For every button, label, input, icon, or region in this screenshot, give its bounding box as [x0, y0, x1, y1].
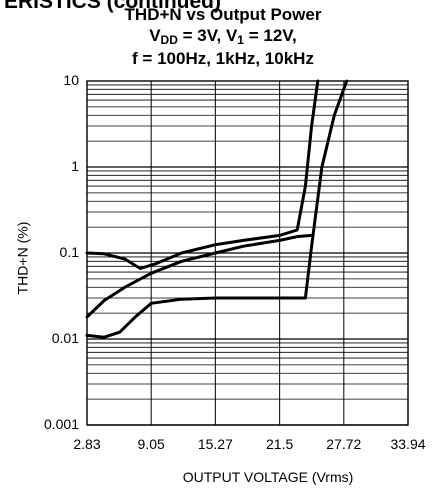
- x-tick-label: 9.05: [137, 436, 165, 452]
- series-line-1: [85, 79, 320, 270]
- series-line-3: [85, 79, 349, 339]
- chart-title-line2: VDD = 3V, V1 = 12V,: [149, 26, 297, 47]
- chart-title-line3: f = 100Hz, 1kHz, 10kHz: [132, 49, 314, 68]
- x-tick-label: 27.72: [326, 436, 362, 452]
- chart-title-line1: THD+N vs Output Power: [124, 5, 322, 24]
- x-tick-label: 21.5: [266, 436, 294, 452]
- y-tick-label: 1: [71, 158, 79, 174]
- x-tick-label: 33.94: [390, 436, 426, 452]
- y-tick-label: 10: [63, 72, 79, 88]
- y-tick-label: 0.01: [51, 330, 79, 346]
- y-tick-label: 0.001: [43, 416, 79, 432]
- x-axis-label: OUTPUT VOLTAGE (Vrms): [182, 469, 354, 485]
- page-header: ERISTICS (continued): [4, 0, 221, 13]
- x-tick-label: 15.27: [197, 436, 233, 452]
- series-line-2: [85, 233, 314, 319]
- x-tick-label: 2.83: [73, 436, 101, 452]
- y-axis-label: THD+N (%): [14, 221, 31, 295]
- y-tick-label: 0.1: [59, 244, 79, 260]
